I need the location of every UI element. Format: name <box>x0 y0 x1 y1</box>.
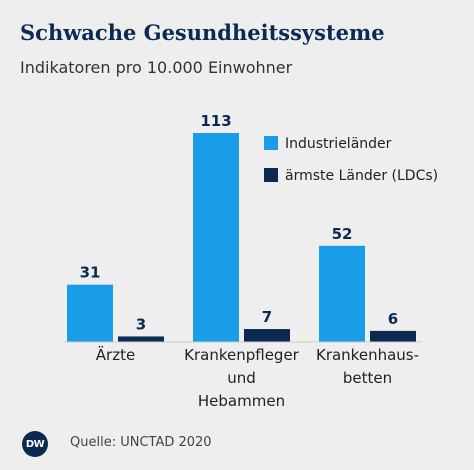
data-label: 6 <box>388 310 398 328</box>
dw-logo: DW <box>22 431 48 457</box>
category-label: und <box>227 369 256 387</box>
category-label: betten <box>343 369 392 387</box>
bar-industrial-0 <box>67 284 113 342</box>
category-label: Krankenpfleger <box>184 346 300 364</box>
bar-ldc-2 <box>370 330 416 342</box>
legend-swatch <box>264 136 278 150</box>
bar-ldc-1 <box>244 329 290 342</box>
bar-industrial-1 <box>193 133 239 342</box>
data-label: 3 <box>136 315 146 333</box>
source-note: Quelle: UNCTAD 2020 <box>70 435 212 450</box>
bar-industrial-2 <box>319 245 365 342</box>
data-label: 52 <box>332 225 353 243</box>
chart-subtitle: Indikatoren pro 10.000 Einwohner <box>20 58 293 77</box>
category-label: Krankenhaus- <box>316 346 419 364</box>
data-label: 7 <box>262 308 272 326</box>
category-label: Hebammen <box>198 392 285 410</box>
legend-label: ärmste Länder (LDCs) <box>285 168 438 184</box>
legend-label: Industrieländer <box>285 136 392 152</box>
bar-chart: 31 113 52 3 7 6 Ärzte Krankenpfleger und Hebammen… <box>63 112 438 410</box>
category-label: Ärzte <box>96 345 135 364</box>
data-label: 31 <box>80 264 101 282</box>
chart-title: Schwache Gesundheitssysteme <box>20 20 385 45</box>
dw-logo-text: DW <box>25 438 45 450</box>
bar-ldc-0 <box>118 336 164 342</box>
data-label: 113 <box>200 112 231 130</box>
legend-swatch <box>264 168 278 182</box>
